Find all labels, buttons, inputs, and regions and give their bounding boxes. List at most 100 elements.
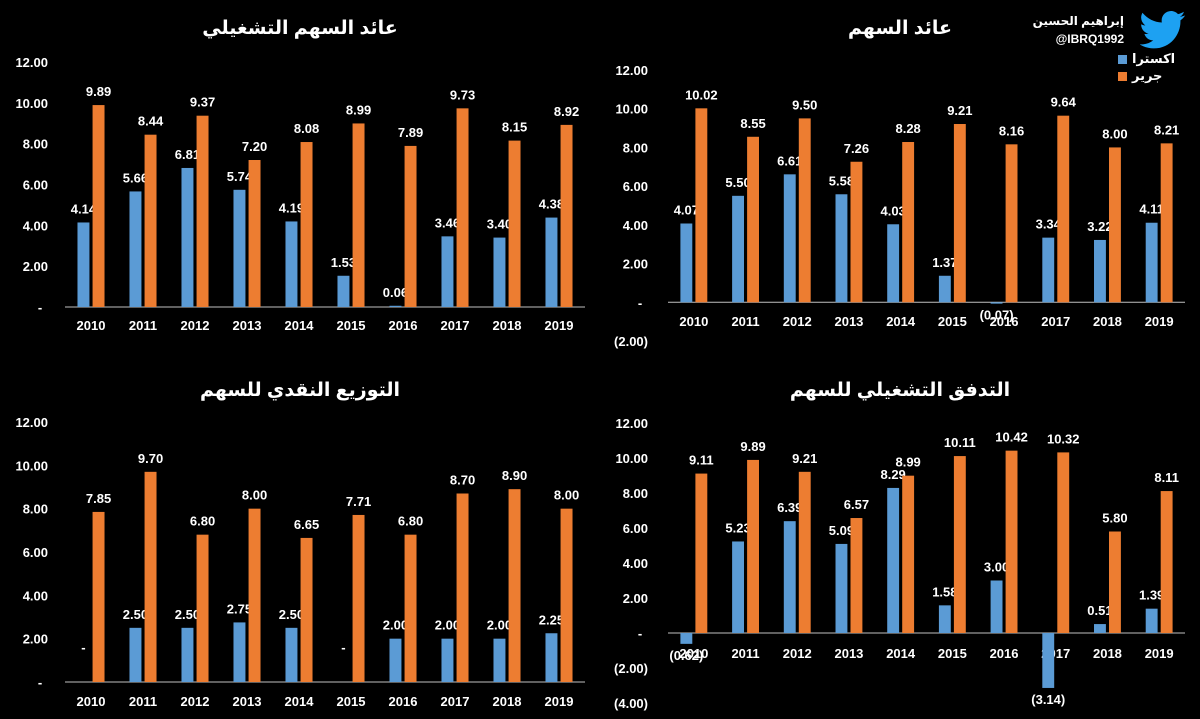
x-tick-label: 2014: [285, 318, 315, 333]
bar-jarir: [92, 511, 105, 682]
data-label-jarir: 9.11: [689, 453, 714, 468]
data-label-extra: 6.39: [777, 500, 802, 515]
data-label-extra: (0.07): [980, 308, 1014, 323]
data-label-jarir: 6.65: [294, 517, 319, 532]
y-tick-label: 2.00: [23, 259, 48, 274]
x-tick-label: 2013: [834, 314, 863, 329]
data-label-extra: 3.40: [487, 217, 512, 232]
data-label-jarir: 8.99: [346, 102, 371, 117]
bar-jarir: [902, 142, 915, 303]
data-label-extra: 3.46: [435, 215, 460, 230]
chart-title: التوزيع النقدي للسهم: [200, 380, 400, 402]
data-label-extra: 3.22: [1087, 219, 1112, 234]
bar-jarir: [953, 456, 966, 633]
bar-extra: [887, 487, 900, 633]
bar-jarir: [1005, 144, 1018, 303]
bar-jarir: [695, 473, 708, 633]
bar-extra: [545, 633, 558, 682]
x-tick-label: 2011: [129, 694, 157, 709]
data-label-jarir: 7.26: [844, 141, 869, 156]
data-label-jarir: 6.80: [190, 514, 215, 529]
data-label-extra: 5.58: [829, 173, 854, 188]
bar-extra: [493, 638, 506, 682]
bar-extra: [337, 275, 350, 307]
bar-jarir: [1109, 147, 1121, 303]
bar-jarir: [747, 136, 759, 303]
data-label-extra: 2.50: [175, 607, 200, 622]
data-label-jarir: 7.85: [86, 491, 111, 506]
data-label-extra: 4.19: [279, 200, 304, 215]
data-label-jarir: 8.44: [138, 114, 164, 129]
bar-extra: [1145, 222, 1158, 303]
data-label-extra: 1.37: [932, 255, 957, 270]
bar-jarir: [695, 108, 708, 303]
data-label-extra: 4.11: [1139, 202, 1164, 217]
data-label-jarir: 9.37: [190, 95, 215, 110]
x-tick-label: 2011: [129, 318, 157, 333]
x-tick-label: 2014: [886, 314, 916, 329]
y-tick-label: 2.00: [623, 257, 648, 272]
y-tick-label: 8.00: [623, 486, 648, 501]
data-label-jarir: 8.00: [242, 488, 267, 503]
bar-extra: [1145, 608, 1158, 633]
bar-jarir: [798, 471, 811, 633]
x-tick-label: 2016: [389, 694, 418, 709]
bar-extra: [732, 195, 744, 303]
bar-jarir: [798, 118, 811, 303]
bar-jarir: [1057, 452, 1070, 633]
data-label-jarir: 7.20: [242, 139, 267, 154]
x-tick-label: 2019: [545, 318, 574, 333]
data-label-jarir: 8.00: [554, 488, 579, 503]
chart-title: التدفق التشغيلي للسهم: [790, 380, 1010, 401]
data-label-jarir: 7.71: [346, 494, 371, 509]
y-tick-label: 10.00: [615, 451, 648, 466]
bar-jarir: [560, 508, 573, 682]
data-label-jarir: 8.90: [502, 468, 527, 483]
bar-extra: [285, 221, 298, 307]
y-tick-label: -: [638, 295, 642, 310]
author-handle[interactable]: @IBRQ1992: [1055, 32, 1124, 46]
data-label-jarir: 10.11: [944, 435, 976, 450]
data-label-extra: 2.50: [123, 607, 148, 622]
bar-jarir: [1005, 450, 1018, 633]
x-tick-label: 2016: [990, 646, 1019, 661]
bar-extra: [732, 541, 744, 633]
data-label-extra: 8.29: [880, 467, 905, 482]
y-tick-label: 10.00: [15, 96, 48, 111]
x-tick-label: 2013: [233, 694, 262, 709]
data-label-extra: 5.09: [829, 523, 854, 538]
bar-jarir: [850, 518, 863, 633]
x-tick-label: 2010: [77, 694, 106, 709]
bar-jarir: [747, 459, 759, 633]
bar-extra: [680, 633, 693, 644]
y-tick-label: 6.00: [23, 545, 48, 560]
x-tick-label: 2017: [441, 318, 470, 333]
bar-jarir: [300, 537, 313, 682]
data-label-jarir: 8.08: [294, 121, 319, 136]
x-tick-label: 2019: [1145, 646, 1174, 661]
data-label-jarir: 8.16: [999, 123, 1024, 138]
bar-jarir: [352, 123, 365, 308]
data-label-extra: 5.66: [123, 170, 148, 185]
x-tick-label: 2018: [1093, 314, 1122, 329]
y-tick-label: 12.00: [615, 63, 648, 78]
data-label-extra: 3.00: [984, 560, 1009, 575]
data-label-extra: 3.34: [1036, 217, 1062, 232]
data-label-extra: -: [341, 640, 345, 655]
bar-jarir: [404, 534, 417, 682]
data-label-extra: (3.14): [1031, 692, 1065, 707]
data-label-extra: 1.58: [932, 584, 957, 599]
data-label-jarir: 5.80: [1102, 511, 1127, 526]
dividends-chart: التوزيع النقدي للسهم - 2.00 4.00 6.00 8.00 10.…: [15, 380, 585, 709]
bar-extra: [389, 638, 402, 682]
data-label-extra: 5.50: [725, 175, 750, 190]
x-tick-label: 2014: [285, 694, 315, 709]
data-label-jarir: 7.89: [398, 125, 423, 140]
data-label-jarir: 9.70: [138, 451, 163, 466]
bar-jarir: [144, 471, 157, 682]
author-name: إبراهيم الحسين: [1032, 14, 1124, 28]
bar-extra: [938, 605, 951, 633]
y-tick-label: 6.00: [623, 521, 648, 536]
data-label-jarir: 10.42: [995, 430, 1028, 445]
y-tick-label: 12.00: [15, 55, 48, 70]
